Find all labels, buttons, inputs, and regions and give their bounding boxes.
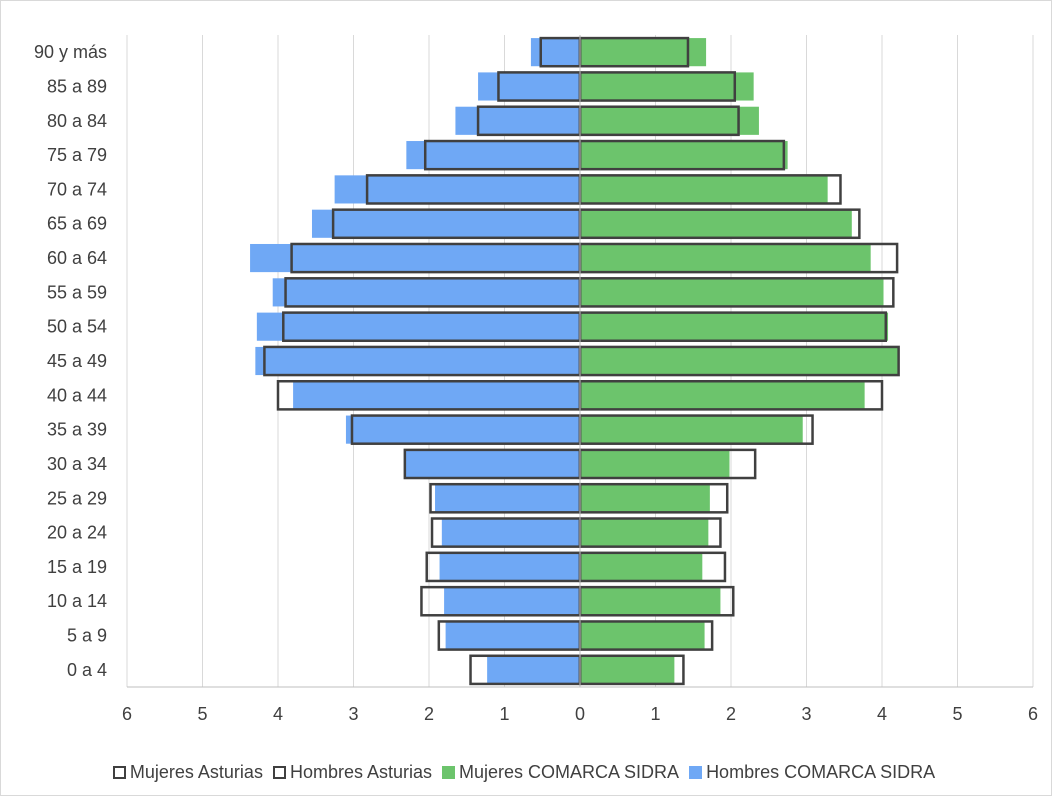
bar-hombres-comarca-sidra-12 — [250, 243, 580, 273]
legend-item-hombres-comarca: Hombres COMARCA SIDRA — [689, 762, 935, 783]
bar-mujeres-comarca-sidra-1 — [580, 621, 705, 650]
bar-hombres-comarca-sidra-0 — [487, 655, 580, 684]
bar-hombres-comarca-sidra-6 — [404, 449, 580, 479]
bar-mujeres-comarca-sidra-8 — [580, 381, 865, 410]
category-label: 35 a 39 — [47, 420, 107, 440]
x-tick-label: 5 — [197, 704, 207, 724]
bar-mujeres-comarca-sidra-3 — [580, 552, 703, 581]
bar-hombres-comarca-sidra-4 — [441, 518, 580, 547]
category-label: 55 a 59 — [47, 282, 107, 302]
category-label: 85 a 89 — [47, 76, 107, 96]
bar-mujeres-comarca-sidra-17 — [580, 72, 754, 101]
bar-hombres-comarca-sidra-2 — [444, 587, 580, 616]
legend: Mujeres Asturias Hombres Asturias Mujere… — [0, 758, 1052, 786]
bar-mujeres-comarca-sidra-15 — [580, 141, 788, 170]
legend-swatch-hombres-asturias — [272, 765, 286, 779]
bar-mujeres-comarca-sidra-16 — [580, 106, 759, 135]
legend-label-hombres-comarca: Hombres COMARCA SIDRA — [706, 761, 936, 782]
bar-mujeres-comarca-sidra-4 — [580, 518, 709, 547]
category-label: 70 a 74 — [47, 179, 107, 199]
bar-hombres-comarca-sidra-1 — [445, 621, 580, 650]
x-tick-label: 6 — [1028, 704, 1038, 724]
legend-label-mujeres-asturias: Mujeres Asturias — [129, 761, 263, 782]
bar-mujeres-comarca-sidra-10 — [580, 312, 889, 341]
legend-item-hombres-asturias: Hombres Asturias — [272, 761, 433, 783]
category-label: 80 a 84 — [47, 111, 107, 131]
category-label: 25 a 29 — [47, 488, 107, 508]
x-tick-label: 1 — [650, 704, 660, 724]
bar-hombres-comarca-sidra-7 — [345, 415, 580, 444]
category-labels: 0 a 4 5 a 9 10 a 14 15 a 19 20 a 24 25 a 29 30… — [34, 42, 107, 680]
legend-swatch-hombres-comarca — [689, 765, 703, 779]
bar-hombres-comarca-sidra-9 — [255, 346, 580, 376]
bar-hombres-comarca-sidra-16 — [455, 106, 580, 135]
legend-label-hombres-asturias: Hombres Asturias — [289, 761, 433, 782]
x-tick-label: 4 — [877, 704, 887, 724]
bar-hombres-comarca-sidra-17 — [478, 72, 580, 101]
category-label: 90 y más — [34, 42, 107, 62]
x-tick-label: 5 — [952, 704, 962, 724]
legend-swatch-mujeres-asturias — [112, 765, 126, 779]
legend-swatch-mujeres-comarca — [442, 765, 456, 779]
bar-mujeres-comarca-sidra-2 — [580, 587, 721, 616]
bar-hombres-comarca-sidra-10 — [256, 312, 580, 341]
category-label: 60 a 64 — [47, 248, 107, 268]
bar-mujeres-comarca-sidra-0 — [580, 655, 675, 684]
bar-hombres-comarca-sidra-14 — [334, 175, 580, 204]
bar-hombres-comarca-sidra-11 — [272, 278, 580, 307]
bar-hombres-comarca-sidra-13 — [311, 209, 580, 238]
bar-mujeres-comarca-sidra-9 — [580, 346, 899, 376]
tick-labels: 6 5 4 3 2 1 0 1 2 3 4 5 6 — [122, 704, 1038, 724]
category-label: 5 a 9 — [67, 626, 107, 646]
bar-mujeres-comarca-sidra-12 — [580, 243, 871, 273]
x-tick-label: 3 — [801, 704, 811, 724]
x-tick-label: 2 — [726, 704, 736, 724]
category-label: 30 a 34 — [47, 454, 107, 474]
category-label: 0 a 4 — [67, 660, 107, 680]
bar-hombres-comarca-sidra-15 — [406, 141, 580, 170]
bar-mujeres-comarca-sidra-7 — [580, 415, 803, 444]
bar-mujeres-comarca-sidra-14 — [580, 175, 828, 204]
category-label: 75 a 79 — [47, 145, 107, 165]
legend-item-mujeres-comarca: Mujeres COMARCA SIDRA — [442, 762, 679, 783]
comarca-bars — [250, 38, 899, 684]
x-tick-label: 4 — [273, 704, 283, 724]
category-label: 45 a 49 — [47, 351, 107, 371]
bar-hombres-comarca-sidra-3 — [439, 552, 580, 581]
bar-hombres-comarca-sidra-5 — [435, 484, 580, 513]
x-axis — [127, 35, 1033, 688]
bar-hombres-comarca-sidra-8 — [293, 381, 580, 410]
category-label: 10 a 14 — [47, 591, 107, 611]
category-label: 50 a 54 — [47, 317, 107, 337]
bar-mujeres-comarca-sidra-18 — [580, 38, 707, 67]
bar-mujeres-comarca-sidra-5 — [580, 484, 710, 513]
category-label: 20 a 24 — [47, 523, 107, 543]
bar-hombres-comarca-sidra-18 — [530, 38, 580, 67]
legend-label-mujeres-comarca: Mujeres COMARCA SIDRA — [459, 761, 680, 782]
x-tick-label: 0 — [575, 704, 585, 724]
x-tick-label: 6 — [122, 704, 132, 724]
category-label: 15 a 19 — [47, 557, 107, 577]
bar-mujeres-comarca-sidra-13 — [580, 209, 852, 238]
x-tick-label: 1 — [499, 704, 509, 724]
x-tick-label: 2 — [424, 704, 434, 724]
bar-mujeres-comarca-sidra-11 — [580, 278, 884, 307]
category-label: 40 a 44 — [47, 385, 107, 405]
category-label: 65 a 69 — [47, 214, 107, 234]
bar-mujeres-comarca-sidra-6 — [580, 449, 730, 479]
x-tick-label: 3 — [348, 704, 358, 724]
legend-item-mujeres-asturias: Mujeres Asturias — [112, 761, 263, 783]
